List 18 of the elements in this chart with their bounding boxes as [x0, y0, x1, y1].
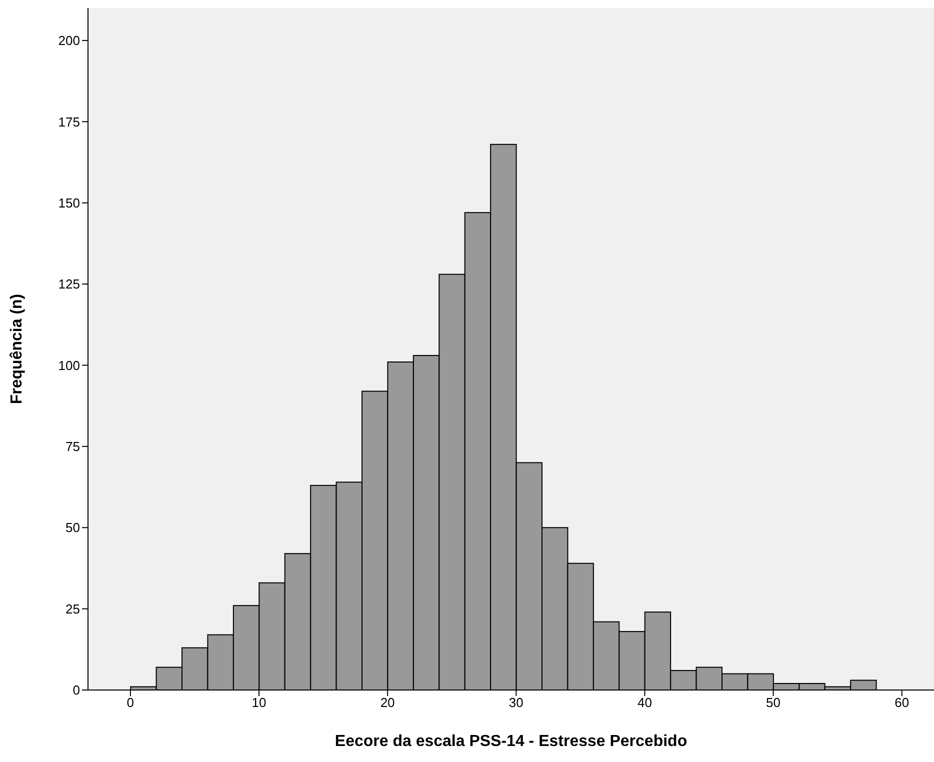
y-tick-label: 0	[72, 682, 80, 698]
y-tick-label: 75	[66, 439, 80, 454]
x-tick-label: 30	[508, 695, 524, 710]
x-tick-label: 40	[637, 695, 652, 710]
x-tick-label: 0	[126, 695, 134, 710]
y-tick-label: 50	[66, 520, 80, 536]
x-tick-label: 20	[380, 695, 395, 710]
y-tick-label: 125	[58, 276, 80, 292]
y-tick-label: 150	[58, 195, 80, 210]
y-tick-label: 25	[66, 601, 80, 616]
y-tick-label: 100	[58, 358, 80, 373]
x-tick-label: 50	[766, 695, 781, 710]
y-tick-label: 200	[58, 33, 80, 48]
y-tick-label: 175	[58, 114, 80, 130]
y-axis-title: Frequência (n)	[8, 294, 26, 404]
x-tick-label: 10	[252, 695, 266, 710]
x-axis-title: Eecore da escala PSS-14 - Estresse Percebido	[334, 733, 688, 750]
x-tick-label: 60	[894, 695, 910, 710]
